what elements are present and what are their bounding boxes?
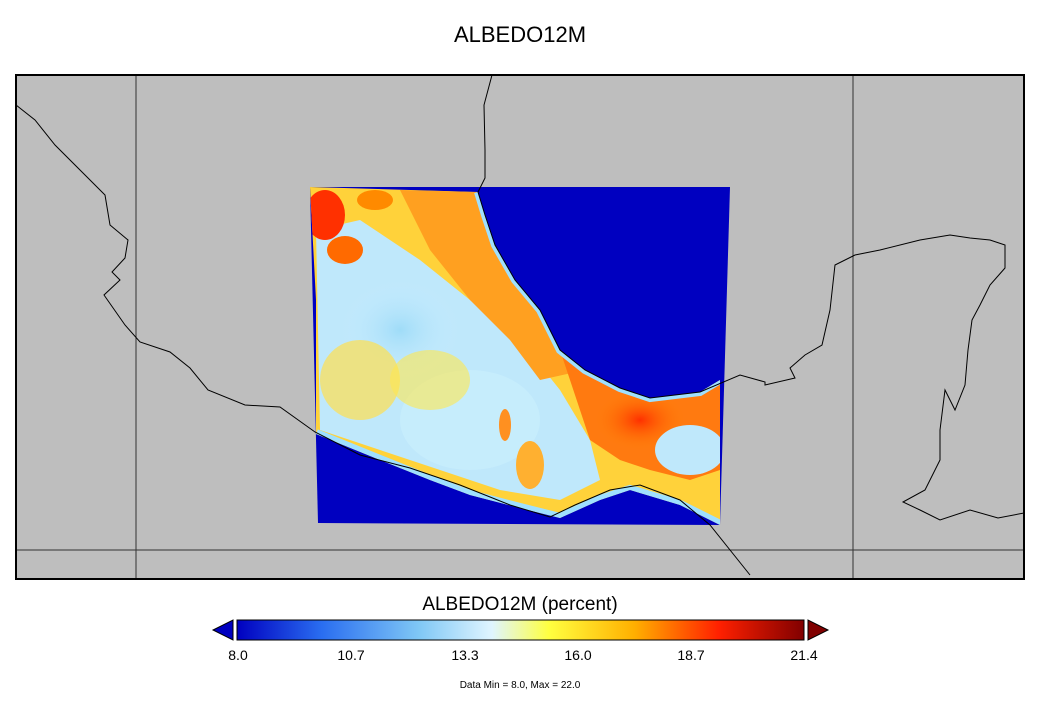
colorbar-tick-label: 13.3	[451, 647, 479, 663]
colorbar	[211, 618, 830, 642]
colorbar-tick-label: 21.4	[790, 647, 818, 663]
coastline-gulf	[477, 75, 1024, 521]
coastline-pacific	[16, 104, 751, 576]
colorbar-tick-label: 18.7	[677, 647, 705, 663]
colorbar-max-arrow	[807, 619, 830, 641]
map-border	[15, 74, 1025, 580]
colorbar-tick-label: 8.0	[228, 647, 248, 663]
colorbar-gradient	[236, 619, 805, 641]
colorbar-min-arrow	[211, 619, 234, 641]
colorbar-title: ALBEDO12M (percent)	[422, 594, 618, 615]
colorbar-tick-label: 16.0	[564, 647, 592, 663]
map-title: ALBEDO12M	[453, 22, 587, 47]
data-range-text: Data Min = 8.0, Max = 22.0	[459, 680, 581, 691]
colorbar-tick-label: 10.7	[337, 647, 365, 663]
